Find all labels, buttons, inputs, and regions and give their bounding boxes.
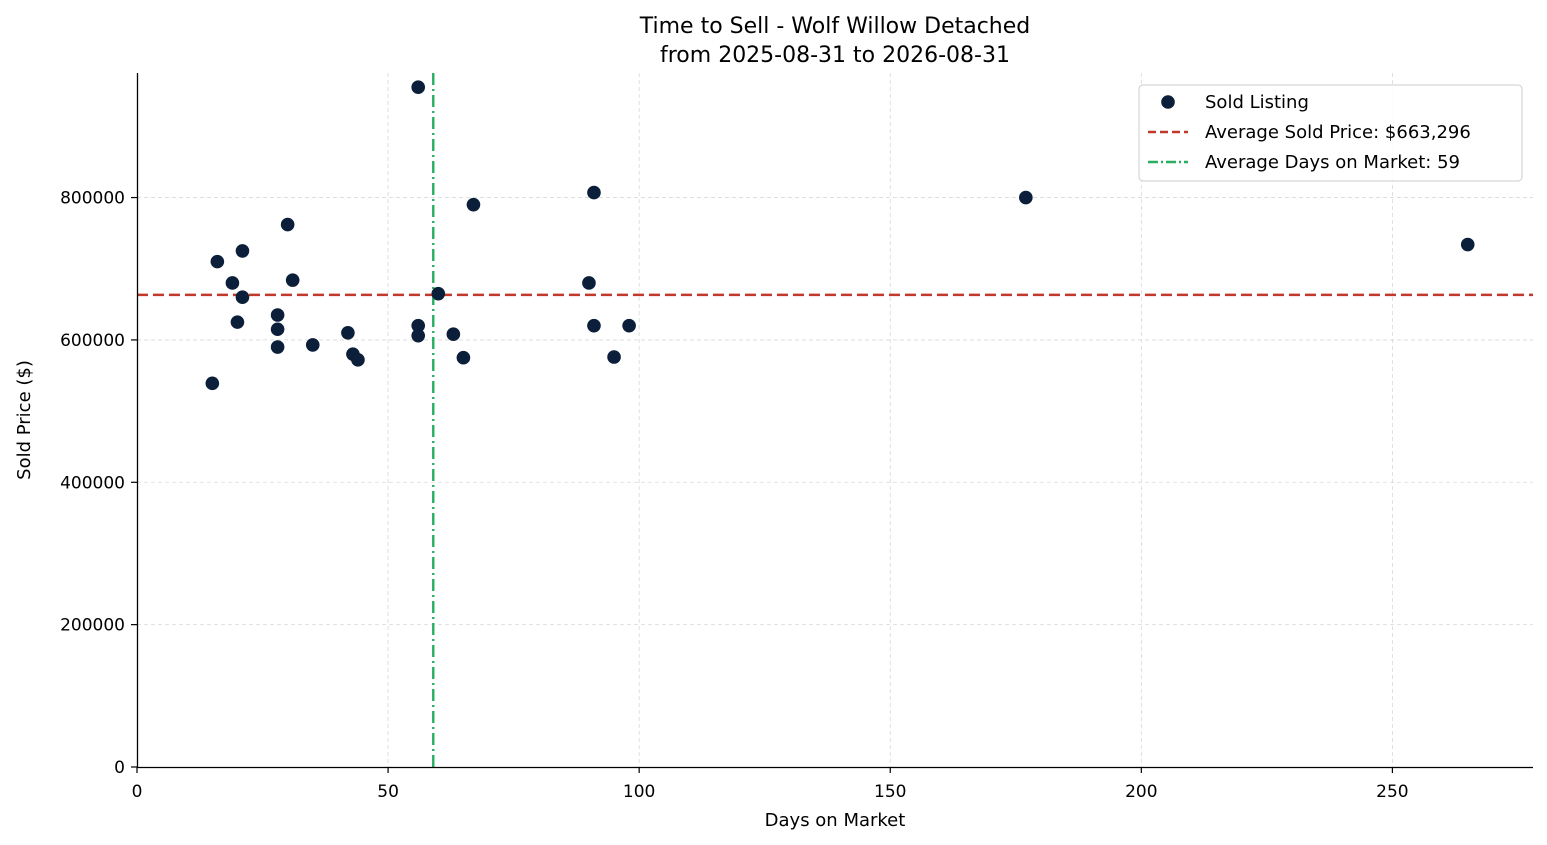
- legend-items: Sold Listing Average Sold Price: $663,296…: [1148, 92, 1471, 173]
- legend-marker-sold-listing: [1161, 95, 1175, 109]
- y-tick-label-4: 800000: [60, 189, 125, 209]
- x-ticks: 0 50 100 150 200 250: [132, 767, 1409, 802]
- sold-listing-point-21: [466, 197, 481, 212]
- chart-subtitle: from 2025-08-31 to 2026-08-31: [660, 43, 1010, 68]
- sold-listing-point-28: [1460, 237, 1475, 252]
- y-tick-label-1: 200000: [60, 616, 125, 636]
- sold-listing-point-16: [411, 318, 426, 333]
- grid: [137, 73, 1533, 767]
- legend: Sold Listing Average Sold Price: $663,296…: [1138, 84, 1523, 182]
- sold-listing-point-8: [270, 340, 285, 354]
- sold-listing-point-6: [270, 308, 285, 322]
- sold-listing-point-23: [587, 185, 601, 200]
- x-tick-label-5: 250: [1376, 782, 1408, 802]
- legend-box: [1138, 84, 1523, 182]
- sold-listing-point-24: [587, 318, 601, 333]
- sold-listing-point-25: [607, 350, 621, 364]
- data-points: [205, 80, 1475, 391]
- chart-title: Time to Sell - Wolf Willow Detached: [639, 14, 1031, 39]
- sold-listing-point-27: [1019, 190, 1033, 205]
- sold-listing-point-7: [270, 322, 285, 337]
- sold-listing-point-15: [411, 80, 426, 95]
- sold-listing-point-18: [431, 286, 446, 301]
- sold-listing-point-10: [285, 273, 300, 287]
- sold-listing-point-3: [230, 315, 245, 329]
- sold-listing-point-1: [210, 254, 225, 269]
- sold-listing-point-2: [225, 276, 240, 290]
- reference-lines: [137, 73, 1533, 767]
- sold-listing-point-14: [351, 353, 365, 367]
- sold-listing-point-20: [456, 350, 471, 365]
- sold-listing-point-9: [280, 217, 295, 232]
- y-axis-label: Sold Price ($): [14, 360, 35, 480]
- x-axis-label: Days on Market: [765, 810, 906, 831]
- legend-label-sold-listing: Sold Listing: [1205, 92, 1309, 113]
- sold-listing-point-4: [235, 244, 250, 258]
- sold-listing-point-11: [305, 338, 320, 352]
- y-tick-label-3: 600000: [60, 331, 125, 351]
- x-tick-label-1: 50: [377, 782, 399, 802]
- sold-listing-point-17: [411, 328, 426, 343]
- sold-listing-point-12: [341, 326, 355, 340]
- x-tick-label-4: 200: [1125, 782, 1157, 802]
- sold-listing-point-5: [235, 290, 250, 305]
- sold-listing-point-0: [205, 376, 220, 391]
- y-ticks: 0 200000 400000 600000 800000: [60, 189, 137, 778]
- legend-label-average-price: Average Sold Price: $663,296: [1205, 122, 1471, 143]
- y-tick-label-2: 400000: [60, 473, 125, 493]
- x-tick-label-3: 150: [874, 782, 906, 802]
- sold-listing-point-22: [582, 276, 596, 290]
- x-tick-label-2: 100: [623, 782, 655, 802]
- y-tick-label-0: 0: [114, 758, 125, 778]
- sold-listing-point-19: [446, 327, 461, 342]
- x-tick-label-0: 0: [132, 782, 143, 802]
- legend-label-average-days: Average Days on Market: 59: [1205, 152, 1460, 173]
- sold-listing-point-26: [622, 318, 636, 333]
